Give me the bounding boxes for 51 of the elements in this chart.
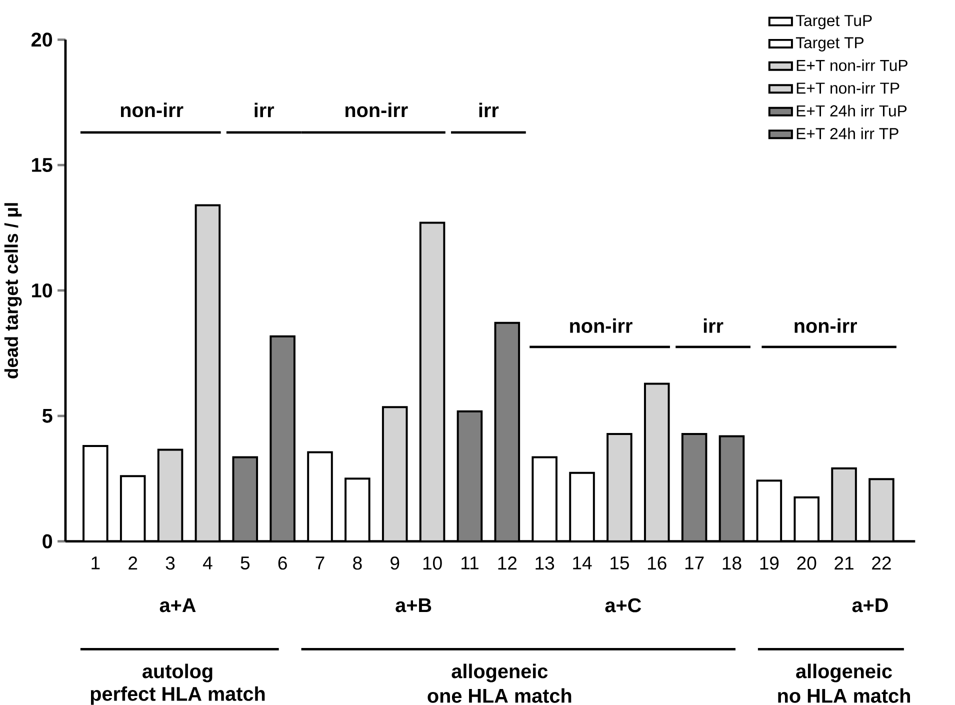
x-tick-label: 13 [536,556,554,570]
x-tick-label: 5 [240,556,250,570]
y-axis-title: dead target cells / µl [4,203,22,378]
legend-label: Target TuP [796,15,872,30]
x-tick-label: 15 [610,556,629,570]
y-tick-label: 5 [42,409,52,423]
x-tick-label: 18 [722,556,742,570]
text: a+B [396,598,432,612]
text: a+A [160,598,196,612]
x-tick-label: 9 [390,556,400,570]
x-tick-label: 21 [834,556,854,570]
text: allogeneic [452,664,548,682]
text: one HLA match [428,688,572,703]
x-tick-label: 8 [353,556,362,570]
annotation: non-irr [346,102,408,118]
x-tick-label: 2 [128,556,138,570]
legend-label: Target TP [796,37,864,52]
text: a+C [605,598,642,612]
text: allogeneic [796,664,892,682]
legend-label: E+T non-irr TuP [796,59,908,72]
x-tick-label: 22 [872,556,891,570]
text: perfect HLA match [90,686,265,705]
x-tick-label: 11 [462,556,478,570]
legend-label: E+T 24h irr TuP [796,104,907,117]
x-tick-label: 12 [498,556,517,570]
y-tick-label: 0 [42,534,52,548]
text: a+D [852,598,888,612]
legend-label: E+T non-irr TP [796,82,900,94]
y-tick-label: 15 [32,158,52,172]
annotation: irr [254,102,274,118]
x-tick-label: 10 [423,556,442,570]
y-tick-label: 10 [32,284,52,298]
annotation: irr [704,318,724,333]
annotation: non-irr [794,318,857,333]
x-tick-label: 14 [573,556,592,570]
x-tick-label: 3 [166,556,175,570]
x-tick-label: 16 [648,556,666,570]
annotation: irr [479,102,499,118]
x-tick-label: 7 [316,556,324,570]
x-tick-label: 4 [202,556,212,570]
annotation: non-irr [120,102,184,118]
annotation: non-irr [570,318,632,333]
y-tick-label: 20 [32,32,52,47]
x-tick-label: 6 [278,556,287,570]
x-tick-label: 19 [760,556,779,570]
x-tick-label: 17 [685,556,704,570]
text: autolog [142,664,212,682]
x-tick-label: 1 [92,556,100,570]
legend-label: E+T 24h irr TP [796,128,898,140]
x-tick-label: 20 [797,556,816,570]
text: no HLA match [778,688,910,703]
